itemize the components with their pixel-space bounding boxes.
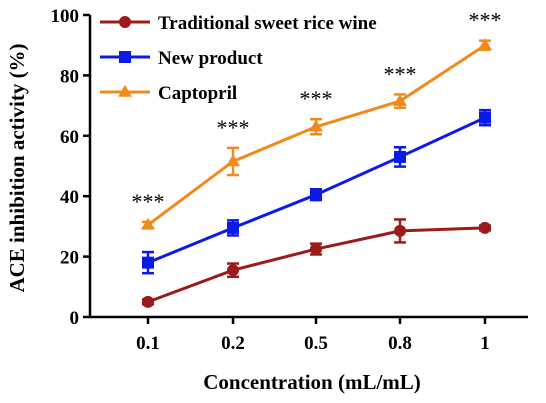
data-point [393,94,407,106]
legend-label: New product [158,48,263,69]
y-axis-label: ACE inhibition activity (%) [5,43,29,292]
data-point [310,188,322,201]
legend-marker [119,51,131,63]
y-tick-label: 60 [60,127,79,148]
series-line [147,226,486,304]
significance-marker: *** [300,86,333,111]
data-point [227,264,239,277]
x-tick-label: 1 [480,333,490,354]
x-tick-label: 0.2 [221,333,245,354]
series-square [142,108,491,275]
data-point [478,38,492,50]
series-circle [142,218,491,308]
legend-item-square: New product [100,48,263,69]
y-tick-label: 40 [60,187,79,208]
x-axis-label: Concentration (mL/mL) [203,370,421,394]
legend-label: Traditional sweet rice wine [158,13,377,34]
x-tick-label: 0.5 [304,333,328,354]
data-point [309,119,323,132]
data-point [394,150,406,163]
data-point [227,221,239,234]
data-point [141,217,155,230]
data-point [310,243,322,256]
data-point [226,154,240,167]
significance-marker: *** [217,115,250,140]
legend-item-circle: Traditional sweet rice wine [100,13,377,34]
y-tick-label: 20 [60,248,79,269]
significance-marker: *** [384,61,417,86]
significance-marker: *** [132,189,165,214]
data-point [479,221,491,234]
legend-label: Captopril [158,83,237,104]
legend-marker [119,16,131,28]
legend-item-triangle: Captopril [100,83,237,104]
x-tick-label: 0.8 [388,333,412,354]
data-point [142,256,154,269]
y-tick-label: 80 [60,66,79,87]
x-tick-label: 0.1 [136,333,160,354]
y-tick-label: 0 [70,308,80,329]
data-point [479,111,491,124]
data-point [394,224,406,237]
y-tick-label: 100 [51,6,80,27]
legend-marker [118,84,132,97]
significance-marker: *** [469,8,502,33]
data-point [142,295,154,308]
series-triangle [141,38,492,230]
